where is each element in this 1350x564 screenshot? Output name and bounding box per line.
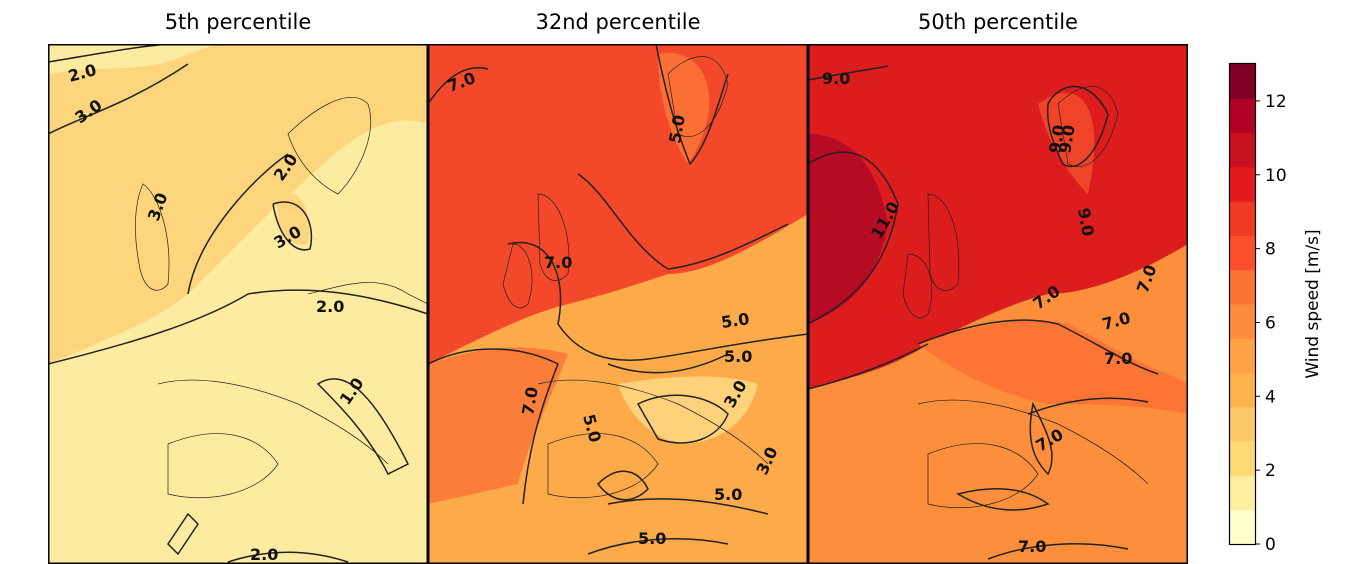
colorbar-band bbox=[1230, 406, 1255, 442]
contour-label: 7.0 bbox=[1018, 537, 1046, 556]
contour-label: 9.0 bbox=[822, 69, 850, 88]
contour-line bbox=[597, 470, 649, 501]
colorbar-tick-label: 10 bbox=[1265, 166, 1287, 186]
colorbar-label: Wind speed [m/s] bbox=[1303, 229, 1323, 378]
colorbar-band bbox=[1230, 98, 1255, 134]
colorbar-band bbox=[1230, 338, 1255, 374]
contour-line bbox=[808, 151, 899, 325]
colorbar-tick-label: 2 bbox=[1265, 461, 1276, 481]
contour-line bbox=[1027, 397, 1149, 415]
wind-zone-north bbox=[1038, 92, 1095, 194]
contour-line bbox=[48, 63, 189, 135]
colorbar-bands bbox=[1230, 64, 1255, 545]
map-panel-50th: 9.0 9.0 9.0 11.0 9.0 7.0 7.0 7.0 7.0 7.0… bbox=[808, 44, 1188, 564]
contour-line bbox=[577, 173, 789, 270]
map-panel-32nd: 7.0 5.0 7.0 5.0 5.0 7.0 3.0 5.0 3.0 5.0 … bbox=[428, 44, 808, 564]
colorbar-tick-label: 6 bbox=[1265, 313, 1276, 333]
colorbar-band bbox=[1230, 201, 1255, 236]
contour-label: 7.0 bbox=[518, 385, 542, 416]
colorbar-band bbox=[1230, 166, 1255, 202]
wind-zone-3 bbox=[48, 44, 428, 364]
wind-zone-north bbox=[658, 52, 710, 164]
colorbar-band bbox=[1230, 235, 1255, 271]
colorbar-ticks: 0 2 4 6 8 10 12 bbox=[1255, 92, 1287, 554]
contour-line bbox=[1046, 85, 1109, 168]
contour-label: 5.0 bbox=[724, 347, 752, 366]
panel-title-1: 5th percentile bbox=[164, 10, 312, 34]
colorbar-band bbox=[1230, 509, 1255, 545]
coastline bbox=[902, 86, 1149, 509]
colorbar-band bbox=[1230, 475, 1255, 511]
panel-frame bbox=[808, 44, 1188, 564]
contour-label: 7.0 bbox=[1104, 349, 1132, 368]
contour-line bbox=[808, 343, 929, 390]
contour-line bbox=[655, 44, 729, 166]
contour-line bbox=[428, 67, 489, 105]
contour-label: 5.0 bbox=[720, 309, 751, 332]
colorbar-band bbox=[1230, 372, 1255, 408]
contour-line bbox=[636, 394, 729, 444]
contour-label: 5.0 bbox=[638, 529, 666, 548]
contour-line bbox=[987, 543, 1129, 560]
contour-line bbox=[607, 353, 729, 374]
contour-label: 5.0 bbox=[665, 113, 689, 144]
contour-line bbox=[1029, 401, 1053, 476]
contour-line bbox=[48, 289, 428, 365]
contour-label: 9.0 bbox=[1055, 123, 1079, 154]
wind-zone-6 bbox=[428, 347, 568, 504]
colorbar-tick-label: 8 bbox=[1265, 240, 1276, 260]
contour-label: 5.0 bbox=[714, 485, 742, 504]
colorbar-band bbox=[1230, 304, 1255, 339]
panel-frame bbox=[48, 44, 428, 564]
contour-line bbox=[956, 488, 1050, 511]
contour-line bbox=[272, 201, 313, 251]
contour-label: 9.0 bbox=[1074, 206, 1098, 237]
colorbar-band bbox=[1230, 269, 1255, 305]
wind-zone-north bbox=[277, 191, 309, 245]
contour-line bbox=[917, 319, 1159, 375]
contour-line bbox=[187, 153, 289, 295]
contour-label: 2.0 bbox=[250, 545, 278, 564]
colorbar-tick-label: 4 bbox=[1265, 387, 1276, 407]
map-panel-5th: 2.0 3.0 3.0 2.0 3.0 2.0 1.0 2.0 bbox=[48, 44, 428, 564]
wind-zone-low bbox=[618, 376, 758, 444]
contour-line bbox=[607, 498, 769, 515]
colorbar: 0 2 4 6 8 10 12 Wind speed [m/s] bbox=[1228, 62, 1323, 554]
contour-line bbox=[316, 378, 410, 476]
wind-zone-7 bbox=[918, 320, 1188, 414]
panel-title-2: 32nd percentile bbox=[535, 10, 701, 34]
contour-label: 7.0 bbox=[544, 253, 572, 272]
contour-line bbox=[507, 241, 808, 361]
wind-zone-7 bbox=[428, 44, 808, 364]
contour-line bbox=[227, 551, 349, 563]
colorbar-tick-label: 12 bbox=[1265, 92, 1287, 112]
panel-frame bbox=[428, 44, 808, 564]
colorbar-band bbox=[1230, 64, 1255, 99]
contour-line bbox=[587, 538, 729, 555]
colorbar-tick-label: 0 bbox=[1265, 535, 1276, 554]
contour-label: 9.0 bbox=[1045, 123, 1069, 154]
contour-line bbox=[808, 65, 889, 81]
colorbar-band bbox=[1230, 441, 1255, 476]
colorbar-frame bbox=[1228, 62, 1257, 546]
contour-label: 2.0 bbox=[316, 297, 344, 316]
coastline bbox=[502, 56, 769, 499]
contour-line bbox=[428, 348, 559, 505]
panel-title-3: 50th percentile bbox=[918, 10, 1078, 34]
contour-line bbox=[167, 512, 199, 556]
coastline bbox=[135, 97, 428, 499]
colorbar-band bbox=[1230, 132, 1255, 168]
